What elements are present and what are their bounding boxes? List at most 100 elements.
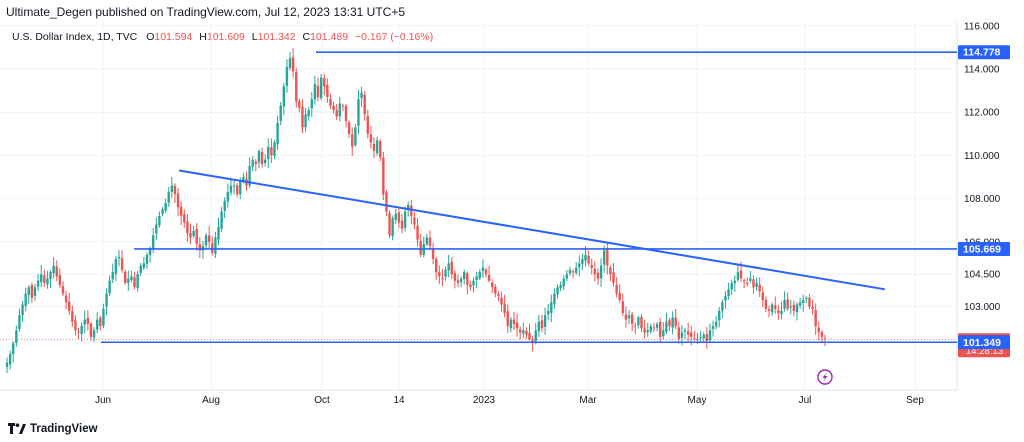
candle [621, 293, 625, 316]
candle [257, 149, 261, 169]
x-tick-label: May [688, 395, 707, 406]
candle [602, 245, 606, 273]
candle [145, 252, 149, 270]
candle [120, 250, 124, 273]
candle [780, 301, 783, 320]
x-tick-label: Sep [906, 395, 924, 406]
candle [733, 275, 737, 293]
low-value: 101.342 [258, 31, 296, 43]
candle [323, 73, 326, 96]
candle [752, 275, 755, 294]
candle [630, 312, 634, 332]
descending-trendline [178, 169, 886, 291]
y-tick-label: 108.000 [964, 194, 1001, 205]
candle [518, 326, 522, 340]
candle [556, 284, 559, 299]
candle [786, 292, 789, 311]
candle [655, 322, 659, 332]
candle [686, 322, 690, 342]
candle [540, 314, 544, 333]
candle [506, 304, 509, 334]
candle [251, 156, 254, 172]
candle [83, 310, 86, 334]
candle [214, 231, 217, 259]
candle [304, 108, 307, 132]
candle [183, 209, 186, 228]
candle [95, 312, 99, 334]
candle [668, 318, 671, 331]
candle [189, 223, 192, 245]
candle [139, 262, 142, 276]
candle [658, 317, 662, 342]
x-tick-label: Aug [202, 395, 220, 406]
candle [683, 327, 687, 339]
candle [155, 217, 158, 241]
open-label: O [146, 31, 154, 43]
candle [123, 269, 127, 285]
candle [21, 300, 24, 323]
candle [441, 269, 444, 287]
candle [195, 223, 198, 251]
candle [74, 315, 77, 336]
candle [313, 75, 317, 105]
candle [30, 282, 34, 304]
candle [226, 183, 230, 208]
candle [229, 177, 233, 196]
candle [310, 91, 314, 117]
candle [463, 269, 466, 285]
candle [459, 276, 463, 288]
candle [475, 271, 478, 289]
candle [537, 314, 541, 337]
candle [755, 277, 758, 291]
candle [86, 310, 90, 331]
x-axis: Jun Aug Oct 14 2023 Mar May Jul Sep [95, 22, 924, 406]
candle [562, 275, 565, 291]
candle [665, 312, 668, 335]
candle [130, 270, 133, 283]
candle [161, 207, 164, 217]
candle [777, 304, 780, 321]
candle [170, 177, 174, 198]
candle [802, 294, 805, 312]
candle [742, 278, 746, 289]
symbol-name: U.S. Dollar Index, 1D, TVC [12, 31, 138, 43]
candle [5, 357, 9, 374]
candle [263, 154, 267, 167]
candle [472, 277, 475, 293]
ohlc-legend: U.S. Dollar Index, 1D, TVC O101.594 H101… [12, 31, 433, 43]
candle [288, 52, 292, 71]
candle [820, 330, 824, 344]
candle [92, 327, 96, 343]
candle [204, 233, 208, 250]
candle [295, 67, 298, 108]
candle [46, 270, 49, 289]
candle [581, 253, 584, 271]
candle [606, 242, 609, 275]
candle [724, 291, 727, 309]
candle [774, 296, 777, 314]
candle [18, 308, 21, 332]
close-value: 101.489 [310, 31, 348, 43]
high-value: 101.609 [207, 31, 245, 43]
candle [674, 309, 677, 330]
y-tick-label: 114.000 [964, 65, 1000, 76]
candle [503, 294, 506, 318]
candle [730, 279, 733, 295]
tradingview-logo[interactable]: TradingView [8, 421, 98, 437]
candle [746, 277, 749, 287]
candle [805, 296, 808, 303]
lightning-icon[interactable] [817, 369, 833, 385]
candle [671, 311, 674, 335]
candle [478, 269, 481, 280]
candle [565, 269, 569, 282]
candle [207, 226, 211, 249]
candle [727, 282, 730, 300]
candle [609, 265, 612, 281]
candle [80, 322, 83, 342]
candle [419, 233, 422, 258]
candle [699, 330, 702, 342]
candle [438, 265, 441, 284]
candle [422, 236, 425, 258]
candle [758, 277, 761, 297]
